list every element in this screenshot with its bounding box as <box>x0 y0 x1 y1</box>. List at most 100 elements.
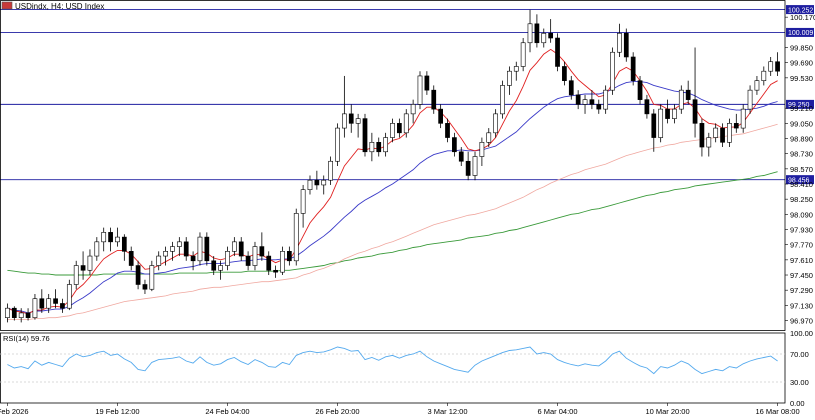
candle-body <box>410 104 416 115</box>
x-tick-label: 6 Mar 04:00 <box>538 407 578 415</box>
x-tick-label: 24 Feb 04:00 <box>205 407 249 415</box>
candle-body <box>692 99 698 124</box>
candle-body <box>431 89 437 110</box>
candle-body <box>211 260 217 271</box>
y-tick-label: 99.850 <box>790 44 813 53</box>
rsi-line <box>7 346 778 375</box>
x-tick-label: 19 Feb 12:00 <box>95 407 139 415</box>
candle-body <box>60 303 65 309</box>
candle-body <box>465 160 471 176</box>
candle-body <box>225 251 230 266</box>
candle-body <box>603 89 609 110</box>
candle-body <box>5 307 10 318</box>
candle-body <box>644 99 650 115</box>
y-tick-label: 99.690 <box>790 59 813 68</box>
candle-body <box>582 99 588 105</box>
candle-body <box>170 246 175 252</box>
candle-body <box>527 23 533 44</box>
candle-body <box>183 241 189 257</box>
level-price-tag <box>786 99 814 109</box>
candle-body <box>80 265 86 271</box>
candle-body <box>520 42 526 67</box>
y-tick-label: 98.890 <box>790 135 813 144</box>
candle-body <box>362 118 368 153</box>
x-tick-label: 16 Feb 2026 <box>0 407 29 415</box>
candle-body <box>115 236 120 243</box>
candle-body <box>25 312 31 318</box>
y-tick-label: 98.730 <box>790 150 813 159</box>
y-tick-label: 98.250 <box>790 195 813 204</box>
candle-body <box>617 32 622 53</box>
y-tick-label: 98.410 <box>790 180 813 189</box>
candle-body <box>500 85 505 115</box>
candle-body <box>53 298 58 304</box>
candle-body <box>218 265 223 271</box>
candle-body <box>307 179 313 190</box>
candles-layer <box>5 9 780 323</box>
chart-header: USDindx, H4: USD Index RSI(14) 59.76 <box>1 1 104 343</box>
candle-body <box>11 307 17 318</box>
candle-body <box>685 89 691 100</box>
candle-body <box>493 113 499 134</box>
candle-body <box>314 179 320 186</box>
rsi-label: RSI(14) 59.76 <box>3 334 50 343</box>
candle-body <box>128 251 134 266</box>
candle-body <box>733 123 739 129</box>
level-price-tag-text: 100.252 <box>788 7 813 14</box>
candle-body <box>46 298 52 309</box>
candle-body <box>238 241 244 257</box>
candle-body <box>768 61 774 72</box>
candle-body <box>197 236 203 262</box>
y-tick-label: 96.970 <box>790 317 813 326</box>
y-tick-label: 99.210 <box>790 104 813 113</box>
candle-body <box>135 265 141 285</box>
candle-body <box>678 89 684 110</box>
ma-slow-line <box>7 123 778 320</box>
candle-body <box>87 255 93 271</box>
candle-body <box>163 251 168 257</box>
candle-body <box>699 123 705 148</box>
candle-body <box>575 94 581 105</box>
rsi-tick-label: 100.00 <box>790 329 813 338</box>
y-tick-label: 99.530 <box>790 74 813 83</box>
y-tick-label: 98.090 <box>790 210 813 219</box>
candle-body <box>335 127 340 162</box>
candle-body <box>383 137 388 153</box>
candle-body <box>568 80 574 96</box>
candle-body <box>397 123 402 134</box>
candle-body <box>513 66 519 72</box>
candle-body <box>458 151 464 162</box>
candle-body <box>293 213 299 262</box>
candle-body <box>472 156 478 176</box>
candle-body <box>108 232 113 243</box>
candle-body <box>176 241 182 247</box>
x-tick-label: 26 Feb 20:00 <box>315 407 359 415</box>
candle-body <box>39 298 45 309</box>
candle-body <box>486 132 492 143</box>
candle-body <box>286 251 292 262</box>
candle-body <box>479 142 485 157</box>
level-price-tag-text: 99.250 <box>788 102 810 109</box>
y-tick-label: 97.610 <box>790 256 813 265</box>
candle-body <box>424 75 430 91</box>
candle-body <box>348 113 354 124</box>
candle-body <box>761 70 767 81</box>
candle-body <box>280 251 285 273</box>
candle-body <box>149 265 155 290</box>
candle-body <box>754 80 760 91</box>
y-tick-label: 97.130 <box>790 301 813 310</box>
candle-body <box>403 113 409 134</box>
price-panel-frame <box>0 0 786 331</box>
candle-body <box>630 56 636 81</box>
level-price-tag <box>786 5 814 15</box>
candle-body <box>610 51 615 91</box>
level-price-tag-text: 100.009 <box>788 30 813 37</box>
candle-body <box>747 89 753 110</box>
candle-body <box>245 255 251 266</box>
candle-body <box>266 255 272 271</box>
candle-body <box>321 179 327 186</box>
candle-body <box>18 312 24 318</box>
